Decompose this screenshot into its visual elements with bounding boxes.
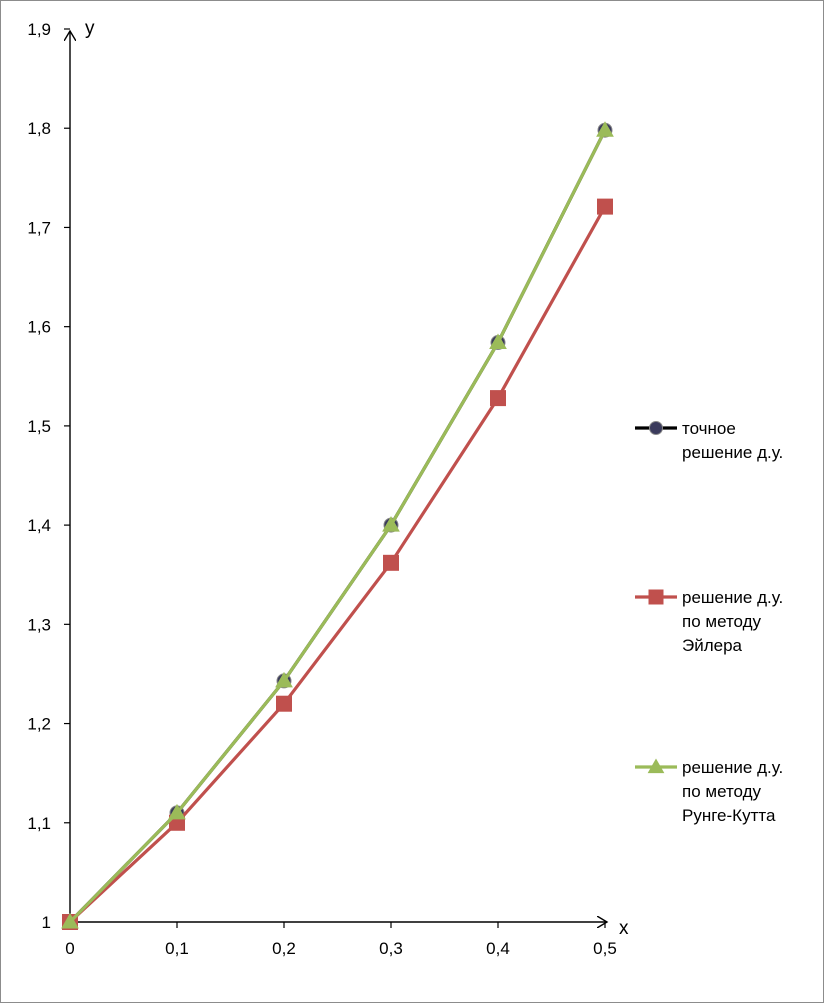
series-3 — [61, 121, 614, 929]
x-axis-title: x — [619, 918, 629, 939]
y-tick-label: 1,6 — [27, 318, 51, 337]
data-point-triangle — [596, 121, 614, 137]
legend-label: решение д.у. — [682, 758, 783, 777]
x-tick-label: 0,5 — [593, 939, 617, 958]
y-tick-label: 1,9 — [27, 20, 51, 39]
y-tick-label: 1 — [42, 913, 51, 932]
y-tick-label: 1,7 — [27, 218, 51, 237]
legend-item-3: решение д.у. по методу Рунге-Кутта — [635, 758, 783, 825]
y-tick-label: 1,2 — [27, 715, 51, 734]
legend-label: по методу — [682, 612, 762, 631]
y-tick-label: 1,4 — [27, 516, 51, 535]
x-tick-label: 0,4 — [486, 939, 510, 958]
data-point-square — [383, 554, 399, 571]
legend: точное решение д.у. решение д.у. по методу Э… — [635, 419, 783, 825]
x-tick-label: 0,1 — [165, 939, 189, 958]
legend-item-2: решение д.у. по методу Эйлера — [635, 588, 783, 655]
data-point-square — [276, 695, 292, 712]
axes: 1 1,1 1,2 1,3 1,4 1,5 1,6 1,7 1,8 1,9 0 0,1 0,2 0,3 0,… — [27, 18, 629, 958]
series-group — [61, 121, 614, 930]
data-point-triangle — [382, 516, 400, 532]
data-point-square — [648, 589, 664, 605]
data-point-triangle — [489, 333, 507, 350]
x-tick-label: 0,3 — [379, 939, 403, 958]
data-point-triangle — [275, 671, 293, 688]
data-point-triangle — [647, 758, 665, 774]
x-tick-label: 0 — [65, 939, 74, 958]
data-point-triangle — [61, 912, 79, 929]
y-tick-label: 1,3 — [27, 615, 51, 634]
legend-label: Эйлера — [682, 636, 743, 655]
legend-item-1: точное решение д.у. — [635, 419, 783, 462]
legend-label: Рунге-Кутта — [682, 806, 776, 825]
series-line — [68, 129, 607, 924]
legend-label: решение д.у. — [682, 443, 783, 462]
data-point-circle — [649, 421, 663, 435]
data-point-square — [597, 198, 613, 215]
data-point-square — [490, 390, 506, 407]
data-point-triangle — [168, 803, 186, 820]
legend-label: по методу — [682, 782, 762, 801]
y-tick-label: 1,8 — [27, 119, 51, 138]
y-tick-label: 1,5 — [27, 417, 51, 436]
y-tick-label: 1,1 — [27, 814, 51, 833]
legend-label: решение д.у. — [682, 588, 783, 607]
series-line — [68, 129, 607, 924]
x-tick-label: 0,2 — [272, 939, 296, 958]
series-1 — [62, 122, 613, 930]
y-axis-title: y — [85, 18, 95, 39]
series-line — [68, 205, 607, 924]
series-2 — [62, 198, 613, 930]
legend-label: точное — [682, 419, 736, 438]
